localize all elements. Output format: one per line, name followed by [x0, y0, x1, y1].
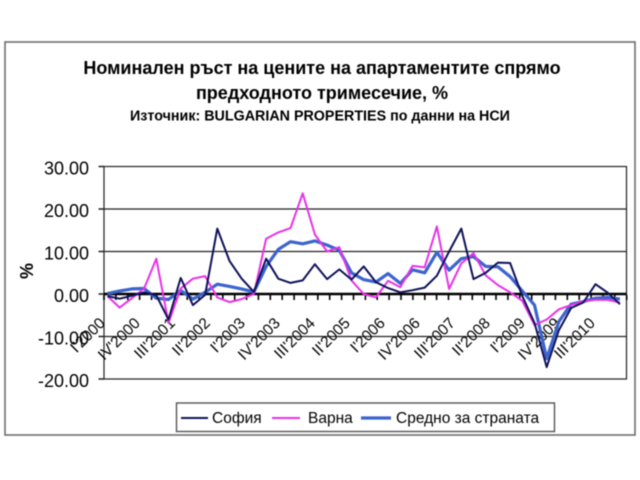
svg-text:-10.00: -10.00	[38, 329, 89, 349]
svg-text:предходното тримесечие, %: предходното тримесечие, %	[196, 83, 448, 103]
svg-text:Източник: BULGARIAN PROPERTIES: Източник: BULGARIAN PROPERTIES по данни …	[130, 109, 510, 125]
svg-text:10.00: 10.00	[44, 244, 89, 264]
svg-text:0.00: 0.00	[54, 286, 89, 306]
svg-text:-20.00: -20.00	[38, 371, 89, 391]
svg-text:20.00: 20.00	[44, 201, 89, 221]
svg-text:%: %	[17, 263, 37, 279]
svg-text:Средно за страната: Средно за страната	[396, 410, 540, 427]
svg-text:София: София	[212, 410, 262, 427]
svg-text:Варна: Варна	[308, 410, 353, 427]
svg-text:Номинален ръст на цените на ап: Номинален ръст на цените на апартаментит…	[83, 58, 560, 78]
svg-text:30.00: 30.00	[44, 159, 89, 179]
